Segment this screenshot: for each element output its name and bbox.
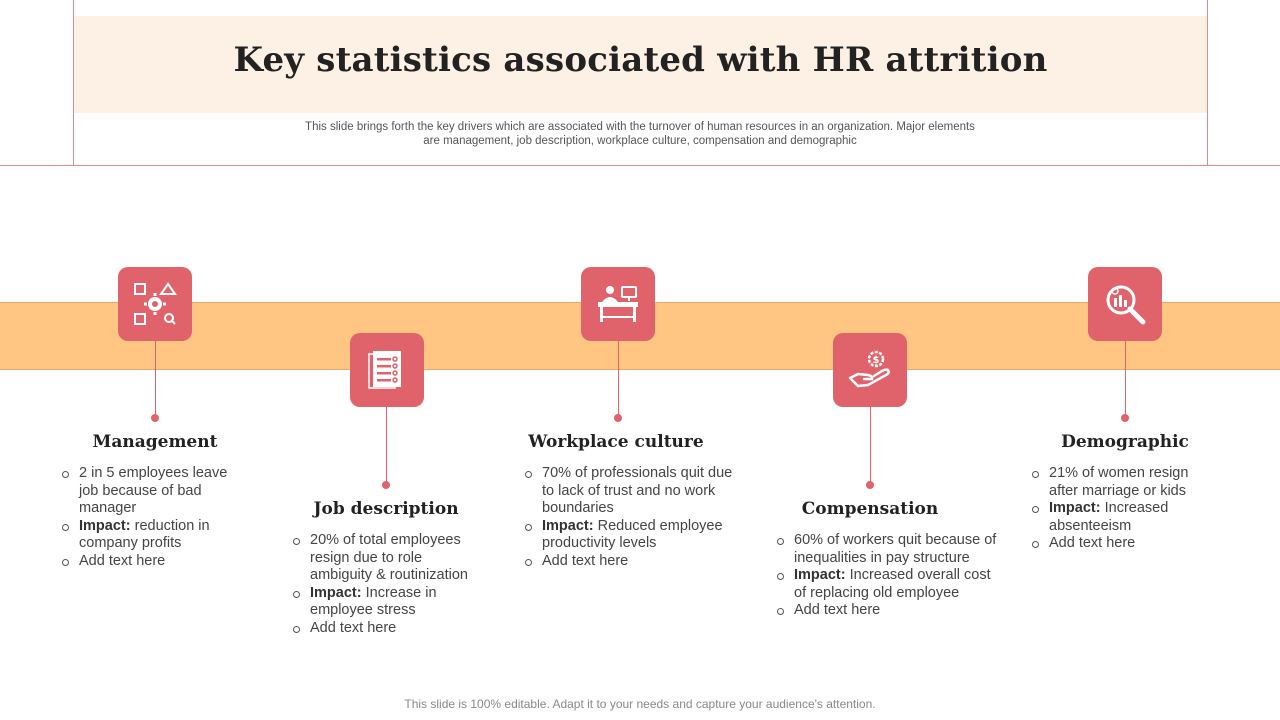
list-item: 21% of women resign after marriage or ki… [1031,465,1211,500]
workplace-heading: Workplace culture [528,432,704,452]
frame-line-left [73,0,74,165]
list-item: Add text here [1031,535,1211,553]
list-item: Impact: Reduced employee productivity le… [524,518,734,553]
job-description-icon [368,351,401,389]
svg-text:$: $ [873,355,880,366]
page-title: Key statistics associated with HR attrit… [233,40,1048,80]
list-item: Impact: Increased overall cost of replac… [776,567,1002,602]
demographic-heading: Demographic [1061,432,1189,452]
demographic-connector [1125,341,1126,417]
management-dot [151,414,159,422]
job-description-icon-box [350,333,424,407]
compensation-bullets: 60% of workers quit because of inequalit… [776,532,1002,620]
list-item: Impact: Increased absenteeism [1031,500,1211,535]
footer-note: This slide is 100% editable. Adapt it to… [404,697,876,711]
management-icon [134,282,177,325]
compensation-dot [866,481,874,489]
demographic-dot [1121,414,1129,422]
compensation-hand-icon: $ [848,350,890,388]
management-connector [155,341,156,417]
workplace-desk-icon [598,286,638,322]
list-item: 2 in 5 employees leave job because of ba… [61,465,241,518]
job-description-dot [382,481,390,489]
frame-line-bottom [0,165,1280,166]
list-item: Impact: reduction in company profits [61,518,241,553]
management-icon-box [118,267,192,341]
compensation-heading: Compensation [801,499,939,519]
job-description-connector [386,407,387,483]
list-item: Add text here [524,553,734,571]
workplace-bullets: 70% of professionals quit due to lack of… [524,465,734,570]
page-subtitle: This slide brings forth the key drivers … [305,121,975,147]
list-item: 60% of workers quit because of inequalit… [776,532,1002,567]
list-item: 70% of professionals quit due to lack of… [524,465,734,518]
compensation-connector [870,407,871,483]
job-description-bullets: 20% of total employees resign due to rol… [292,532,482,637]
title-band [74,16,1207,113]
job-description-heading: Job description [313,499,459,519]
frame-line-right [1207,0,1208,165]
list-item: Add text here [61,553,241,571]
management-heading: Management [92,432,218,452]
workplace-connector [618,341,619,417]
demographic-bullets: 21% of women resign after marriage or ki… [1031,465,1211,553]
list-item: Add text here [292,620,482,638]
list-item: Impact: Increase in employee stress [292,585,482,620]
list-item: 20% of total employees resign due to rol… [292,532,482,585]
demographic-icon-box [1088,267,1162,341]
workplace-icon-box [581,267,655,341]
list-item: Add text here [776,602,1002,620]
demographic-analysis-icon [1106,285,1146,325]
workplace-dot [614,414,622,422]
compensation-icon-box: $ [833,333,907,407]
management-bullets: 2 in 5 employees leave job because of ba… [61,465,241,570]
